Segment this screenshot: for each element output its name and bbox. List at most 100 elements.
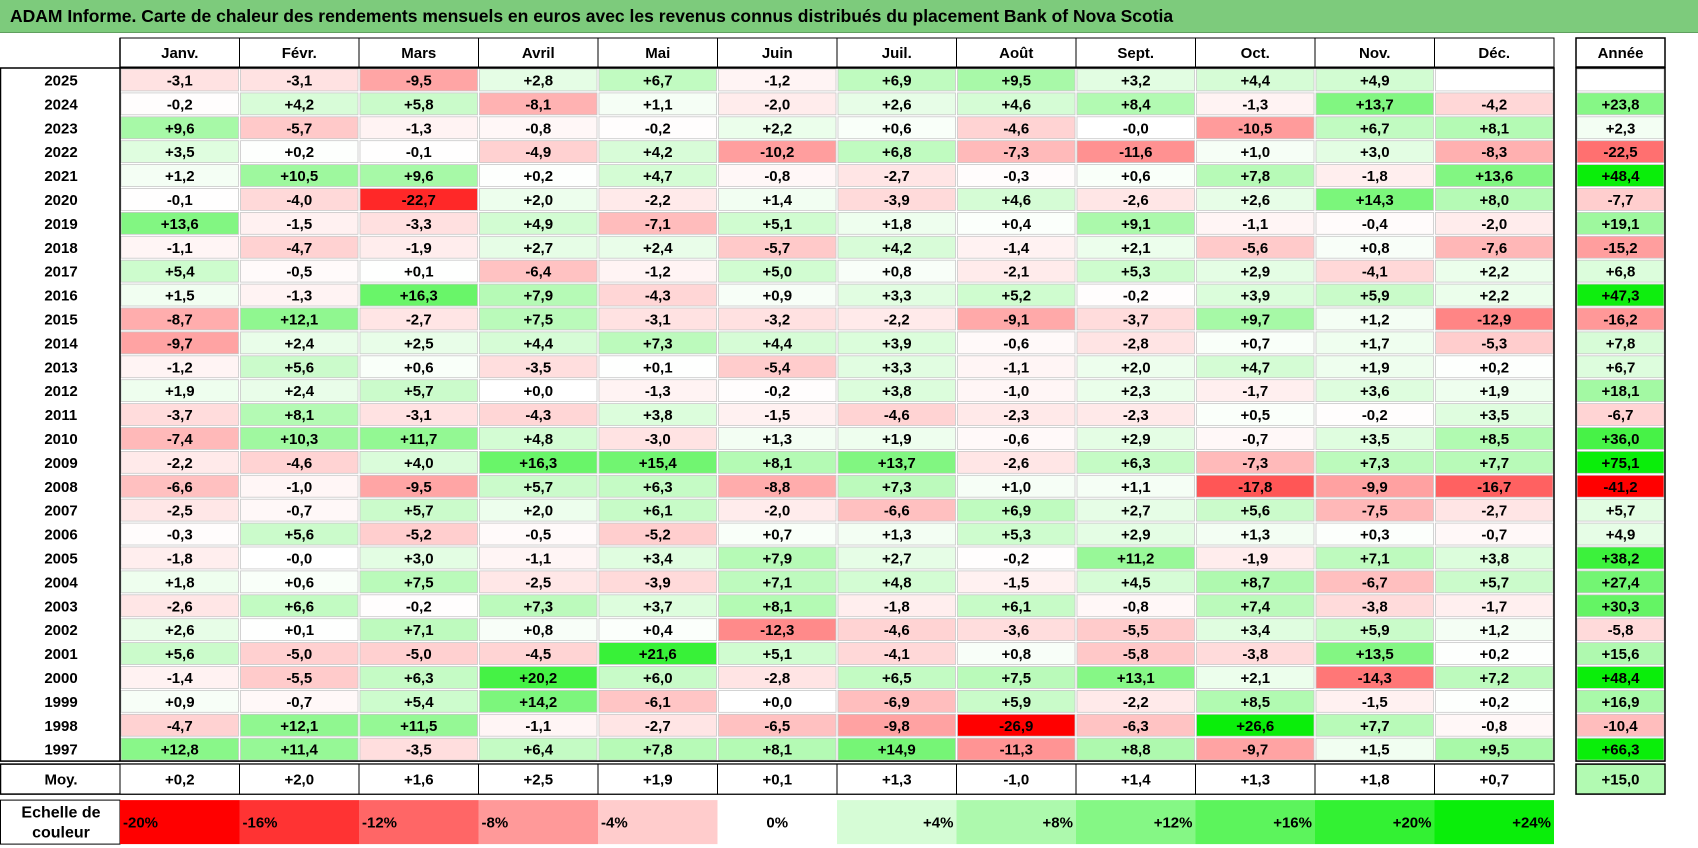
heat-cell-value: +11,4 [281, 742, 319, 759]
average-value: +1,3 [882, 772, 912, 789]
heat-cell-value: +4,9 [1360, 72, 1390, 89]
heat-cell-value: +21,6 [639, 646, 677, 663]
heat-cell-value: -0,3 [1003, 168, 1029, 185]
heat-cell [1435, 666, 1554, 689]
heat-cell [837, 92, 956, 116]
heat-cell [120, 307, 239, 331]
average-total-cell [1575, 763, 1666, 795]
year-total-cell [1576, 355, 1665, 379]
heat-cell-value: -1,2 [167, 359, 193, 376]
scale-swatch [837, 800, 957, 845]
heat-cell-value: -1,2 [645, 264, 671, 281]
scale-label: -4% [601, 815, 628, 832]
heat-cell-value: -2,0 [764, 96, 790, 113]
heat-cell-value: +1,2 [165, 168, 195, 185]
heat-cell-value: +5,4 [404, 694, 434, 711]
heat-cell [957, 498, 1076, 522]
heat-cell-value: +14,3 [1356, 192, 1394, 209]
scale-swatch [1315, 800, 1435, 845]
heat-cell [1315, 522, 1434, 546]
heat-cell-value: +3,5 [165, 144, 195, 161]
heat-cell [120, 642, 239, 665]
heat-cell-value: +2,9 [1121, 431, 1151, 448]
heat-cell-value: +8,0 [1479, 192, 1509, 209]
heat-cell [359, 690, 478, 713]
heat-cell [957, 164, 1076, 187]
heat-cell [479, 594, 598, 618]
heat-cell-value: -1,7 [1242, 383, 1268, 400]
heat-cell-value: -2,2 [1123, 694, 1149, 711]
heat-cell-value: +1,3 [1240, 527, 1270, 544]
year-total-value: +27,4 [1602, 574, 1641, 591]
heat-cell [240, 140, 359, 163]
heat-cell-value: -9,5 [406, 479, 432, 496]
heat-cell-value: -9,9 [1362, 479, 1388, 496]
row-year-label: 2016 [44, 288, 77, 305]
heat-cell-value: +9,6 [404, 168, 434, 185]
heat-cell [1076, 642, 1195, 665]
heat-cell-value: -0,8 [525, 120, 551, 137]
heat-cell-value: +4,8 [882, 574, 912, 591]
heat-cell-value: +1,0 [1001, 479, 1031, 496]
heat-cell-value: +3,9 [882, 335, 912, 352]
heat-cell-value: +2,4 [284, 383, 314, 400]
year-total-cell [1576, 116, 1665, 140]
heat-cell [359, 737, 478, 761]
month-header-5: Mai [645, 45, 670, 62]
heat-cell [837, 68, 956, 92]
heat-cell-value: -3,1 [406, 407, 432, 424]
heat-cell [1196, 283, 1315, 307]
heat-cell-value: +7,1 [1360, 550, 1390, 567]
heat-cell [1435, 379, 1554, 403]
heat-cell-value: -8,7 [167, 311, 193, 328]
row-year-label: 2014 [44, 335, 78, 352]
scale-label: +8% [1043, 815, 1073, 832]
heat-cell [1435, 713, 1554, 737]
heat-cell [718, 188, 837, 211]
heat-cell [598, 737, 717, 761]
month-header-cell [836, 37, 957, 68]
heat-cell-value: +2,4 [284, 335, 314, 352]
heat-cell-value: +14,2 [519, 694, 557, 711]
heat-cell [359, 331, 478, 355]
heat-cell-value: +7,8 [643, 742, 673, 759]
heat-cell-value: +3,8 [882, 383, 912, 400]
heat-cell [598, 618, 717, 642]
heat-cell-value: -5,5 [1123, 622, 1149, 639]
row-year-label: 2004 [44, 574, 78, 591]
heat-cell [1435, 116, 1554, 140]
heat-cell [718, 355, 837, 379]
heat-cell-value: -3,1 [645, 311, 671, 328]
heat-cell [1076, 92, 1195, 116]
heat-cell [1196, 211, 1315, 235]
month-header-3: Mars [401, 45, 436, 62]
heat-cell-value: -1,0 [1003, 383, 1029, 400]
heat-cell [1076, 450, 1195, 474]
scale-label: -8% [482, 815, 509, 832]
heat-cell [120, 594, 239, 618]
heat-cell-value: -6,5 [764, 718, 790, 735]
heat-cell-value: +5,6 [165, 646, 195, 663]
heat-cell [479, 283, 598, 307]
heat-cell [1435, 618, 1554, 642]
heat-cell-value: +5,8 [404, 96, 434, 113]
heat-cell [240, 690, 359, 713]
heat-cell-value: +7,9 [523, 288, 553, 305]
heat-cell [240, 355, 359, 379]
year-total-cell [1576, 570, 1665, 594]
heat-cell-value: +9,1 [1121, 216, 1151, 233]
heat-cell-value: +2,2 [762, 120, 792, 137]
average-value: +1,8 [1360, 772, 1390, 789]
heat-cell [120, 92, 239, 116]
heat-cell [120, 737, 239, 761]
heat-cell-value: -0,2 [764, 383, 790, 400]
heat-cell-value: -0,1 [406, 144, 432, 161]
heat-cell [718, 379, 837, 403]
year-total-cell [1576, 164, 1665, 187]
year-total-cell [1576, 211, 1665, 235]
heat-cell [359, 283, 478, 307]
heat-cell [1196, 403, 1315, 426]
heat-cell-value: +8,7 [1240, 574, 1270, 591]
heat-cell [359, 379, 478, 403]
heat-cell [1435, 737, 1554, 761]
